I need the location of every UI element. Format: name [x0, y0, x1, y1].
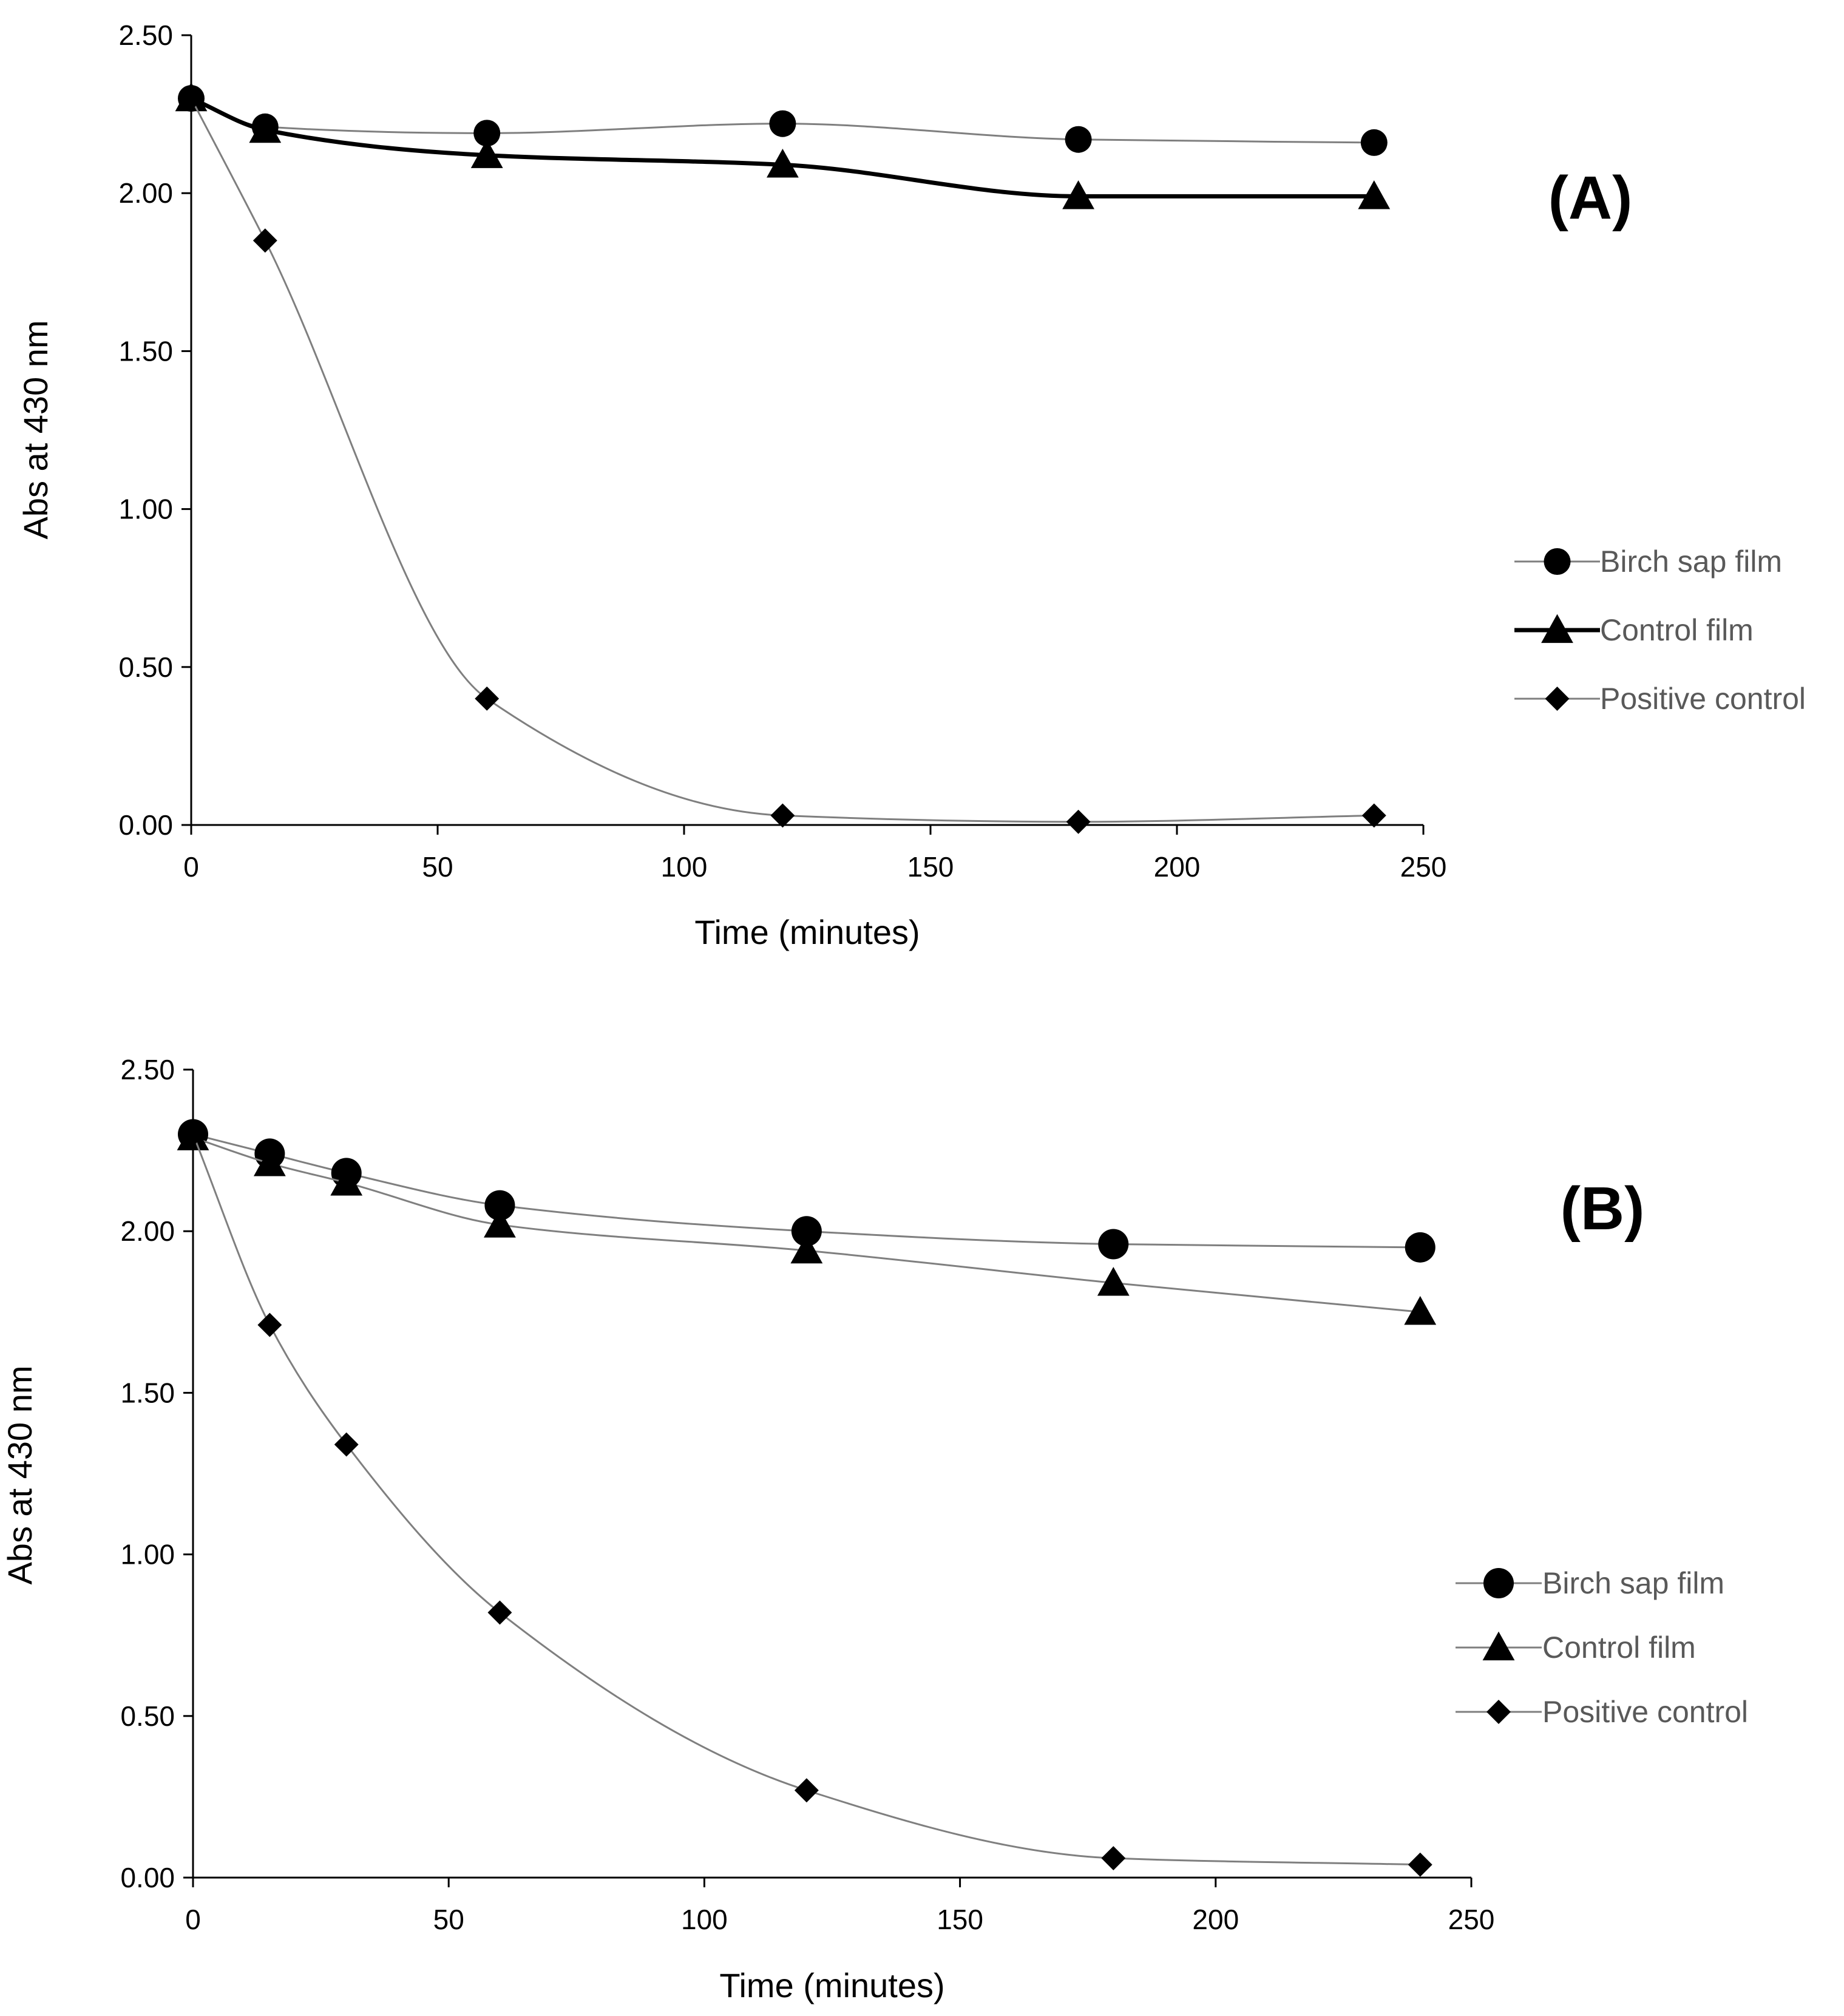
x-tick-label: 200 [1192, 1904, 1239, 1935]
x-tick-label: 0 [185, 1904, 201, 1935]
legend-entry: Birch sap film [1542, 1566, 1724, 1600]
x-tick-label: 100 [661, 851, 708, 883]
series-line [192, 1133, 1420, 1249]
legend-marker-diamond [1486, 1700, 1511, 1724]
y-tick-label: 0.00 [118, 809, 173, 841]
x-axis-title: Time (minutes) [719, 1966, 944, 2004]
series-line [190, 96, 1374, 199]
legend-entry: Control film [1542, 1631, 1696, 1665]
legend-entry: Birch sap film [1600, 545, 1782, 579]
series-line [190, 98, 1374, 823]
data-point-diamond [487, 1600, 512, 1625]
x-tick-label: 50 [433, 1904, 464, 1935]
data-point-diamond [179, 86, 203, 111]
series-positive-control [181, 1122, 1432, 1877]
x-tick-label: 0 [183, 851, 199, 883]
x-tick-label: 150 [907, 851, 954, 883]
data-point-circle [1098, 1229, 1129, 1260]
legend-marker-circle [1544, 548, 1571, 575]
x-axis-title: Time (minutes) [694, 913, 920, 951]
y-axis-title: Abs at 430 nm [16, 320, 55, 539]
data-point-diamond [1101, 1846, 1126, 1871]
series-line [192, 1136, 1420, 1313]
y-tick-label: 2.00 [120, 1215, 175, 1247]
y-tick-label: 2.00 [118, 177, 173, 209]
data-point-diamond [257, 1312, 282, 1337]
data-point-circle [1360, 129, 1388, 156]
series-line [191, 97, 1374, 144]
y-tick-label: 0.00 [120, 1862, 175, 1893]
data-point-triangle [249, 114, 282, 143]
x-tick-label: 200 [1154, 851, 1201, 883]
y-tick-label: 0.50 [120, 1700, 175, 1732]
y-tick-label: 1.00 [118, 494, 173, 525]
panel-label: (A) [1548, 164, 1633, 232]
series-positive-control [179, 86, 1386, 834]
legend-entry: Control film [1600, 613, 1754, 647]
x-tick-label: 250 [1448, 1904, 1495, 1935]
data-point-diamond [1361, 803, 1386, 828]
series-control-film [177, 1121, 1437, 1325]
data-point-circle [791, 1216, 822, 1247]
data-point-diamond [334, 1432, 359, 1457]
y-tick-label: 1.50 [118, 335, 173, 367]
legend-entry: Positive control [1542, 1695, 1748, 1729]
legend-entry: Positive control [1600, 682, 1806, 716]
data-point-diamond [770, 803, 795, 828]
data-point-triangle [1062, 180, 1094, 209]
data-point-diamond [181, 1122, 205, 1147]
data-point-diamond [1066, 809, 1091, 834]
data-point-triangle [767, 148, 799, 178]
legend: Birch sap film Control film Positive contr… [1514, 545, 1806, 716]
panel-a: 0.00 0.50 1.00 1.50 2.00 2.50 0 50 100 150 200 250 T… [16, 19, 1806, 951]
data-point-circle [1065, 126, 1092, 153]
series-control-film [175, 82, 1391, 209]
x-tick-label: 250 [1400, 851, 1447, 883]
legend-marker-triangle [1482, 1631, 1515, 1661]
data-point-triangle [790, 1234, 823, 1264]
x-tick-label: 100 [681, 1904, 728, 1935]
data-point-triangle [330, 1166, 363, 1196]
x-tick-label: 50 [422, 851, 453, 883]
data-point-triangle [484, 1209, 516, 1238]
legend: Birch sap film Control film Positive contr… [1456, 1566, 1748, 1729]
data-point-triangle [1404, 1295, 1437, 1325]
panel-b: 0.00 0.50 1.00 1.50 2.00 2.50 0 50 100 150 200 250 T… [1, 1054, 1748, 2004]
data-point-triangle [1358, 180, 1391, 209]
data-point-diamond [1408, 1852, 1432, 1877]
y-tick-label: 2.50 [118, 19, 173, 51]
y-tick-label: 0.50 [118, 651, 173, 683]
data-point-circle [484, 1190, 515, 1221]
panel-label: (B) [1561, 1175, 1645, 1243]
data-point-diamond [475, 686, 500, 711]
data-point-triangle [253, 1147, 286, 1176]
legend-marker-circle [1483, 1568, 1514, 1598]
data-point-diamond [794, 1778, 819, 1803]
series-line [192, 1133, 1420, 1866]
y-tick-label: 1.00 [120, 1539, 175, 1570]
x-tick-label: 150 [937, 1904, 983, 1935]
data-point-diamond [253, 228, 277, 253]
y-axis-title: Abs at 430 nm [1, 1365, 39, 1584]
y-tick-label: 1.50 [120, 1377, 175, 1408]
data-point-circle [769, 110, 796, 137]
legend-marker-triangle [1541, 614, 1573, 643]
legend-marker-diamond [1545, 687, 1570, 711]
data-point-circle [1405, 1232, 1436, 1263]
y-tick-label: 2.50 [120, 1054, 175, 1085]
data-point-triangle [1097, 1266, 1130, 1296]
data-point-circle [473, 120, 501, 147]
data-point-triangle [470, 139, 503, 168]
